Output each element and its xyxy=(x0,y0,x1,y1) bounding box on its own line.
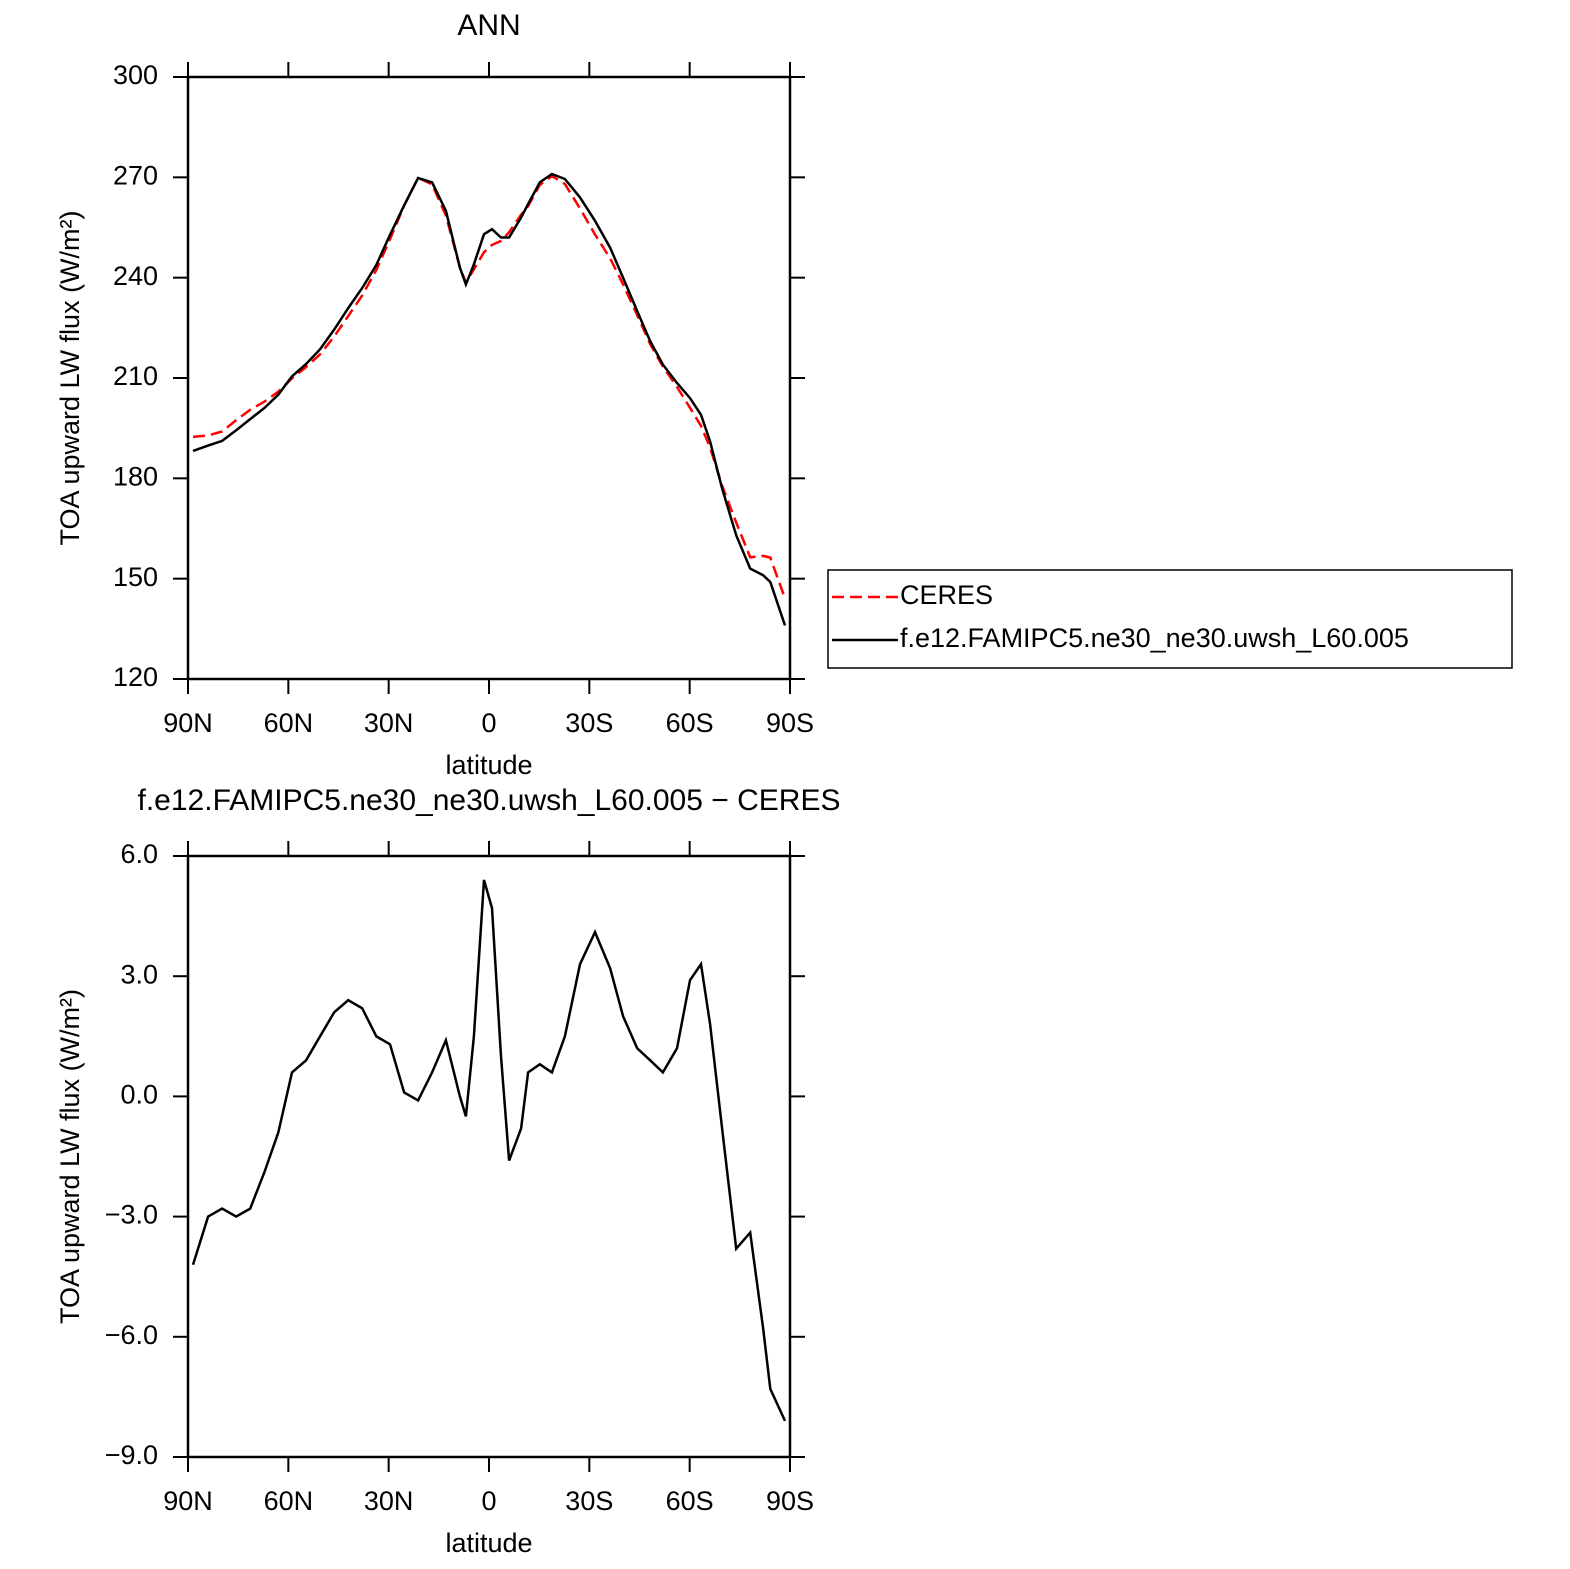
y-tick-label: −9.0 xyxy=(105,1440,158,1470)
y-tick-label: −6.0 xyxy=(105,1320,158,1350)
x-tick-label: 30S xyxy=(565,708,613,738)
data-line xyxy=(191,879,787,1422)
x-tick-label: 0 xyxy=(481,708,496,738)
y-tick-label: 180 xyxy=(113,461,158,491)
x-tick-label: 60N xyxy=(264,1486,314,1516)
plot-frame xyxy=(186,75,792,681)
y-tick-label: 270 xyxy=(113,160,158,190)
legend-label: f.e12.FAMIPC5.ne30_ne30.uwsh_L60.005 xyxy=(900,623,1409,653)
x-tick-label: 90N xyxy=(163,708,213,738)
y-tick-label: 210 xyxy=(113,361,158,391)
y-tick-label: 300 xyxy=(113,60,158,90)
y-axis-label: TOA upward LW flux (W/m²) xyxy=(55,210,85,545)
x-tick-label: 90S xyxy=(766,1486,814,1516)
y-axis-label: TOA upward LW flux (W/m²) xyxy=(55,989,85,1324)
legend-label: CERES xyxy=(900,580,993,610)
data-line xyxy=(192,172,787,626)
chart-title: ANN xyxy=(457,9,520,42)
x-tick-label: 90S xyxy=(766,708,814,738)
y-tick-label: 6.0 xyxy=(120,839,158,869)
y-tick-label: 240 xyxy=(113,261,158,291)
x-axis-label: latitude xyxy=(445,1528,532,1558)
x-tick-label: 90N xyxy=(163,1486,213,1516)
legend-box xyxy=(827,569,1513,669)
chart-title: f.e12.FAMIPC5.ne30_ne30.uwsh_L60.005 − C… xyxy=(138,784,841,817)
x-tick-label: 0 xyxy=(481,1486,496,1516)
y-tick-label: 120 xyxy=(113,662,158,692)
data-line xyxy=(192,174,787,599)
x-tick-label: 30N xyxy=(364,708,414,738)
x-tick-label: 30N xyxy=(364,1486,414,1516)
y-tick-label: −3.0 xyxy=(105,1200,158,1230)
x-tick-label: 60N xyxy=(264,708,314,738)
y-tick-label: 150 xyxy=(113,562,158,592)
y-tick-label: 0.0 xyxy=(120,1080,158,1110)
x-tick-label: 60S xyxy=(666,708,714,738)
y-tick-label: 3.0 xyxy=(120,959,158,989)
x-tick-label: 60S xyxy=(666,1486,714,1516)
x-axis-label: latitude xyxy=(445,750,532,780)
x-tick-label: 30S xyxy=(565,1486,613,1516)
plot-frame xyxy=(186,854,792,1459)
